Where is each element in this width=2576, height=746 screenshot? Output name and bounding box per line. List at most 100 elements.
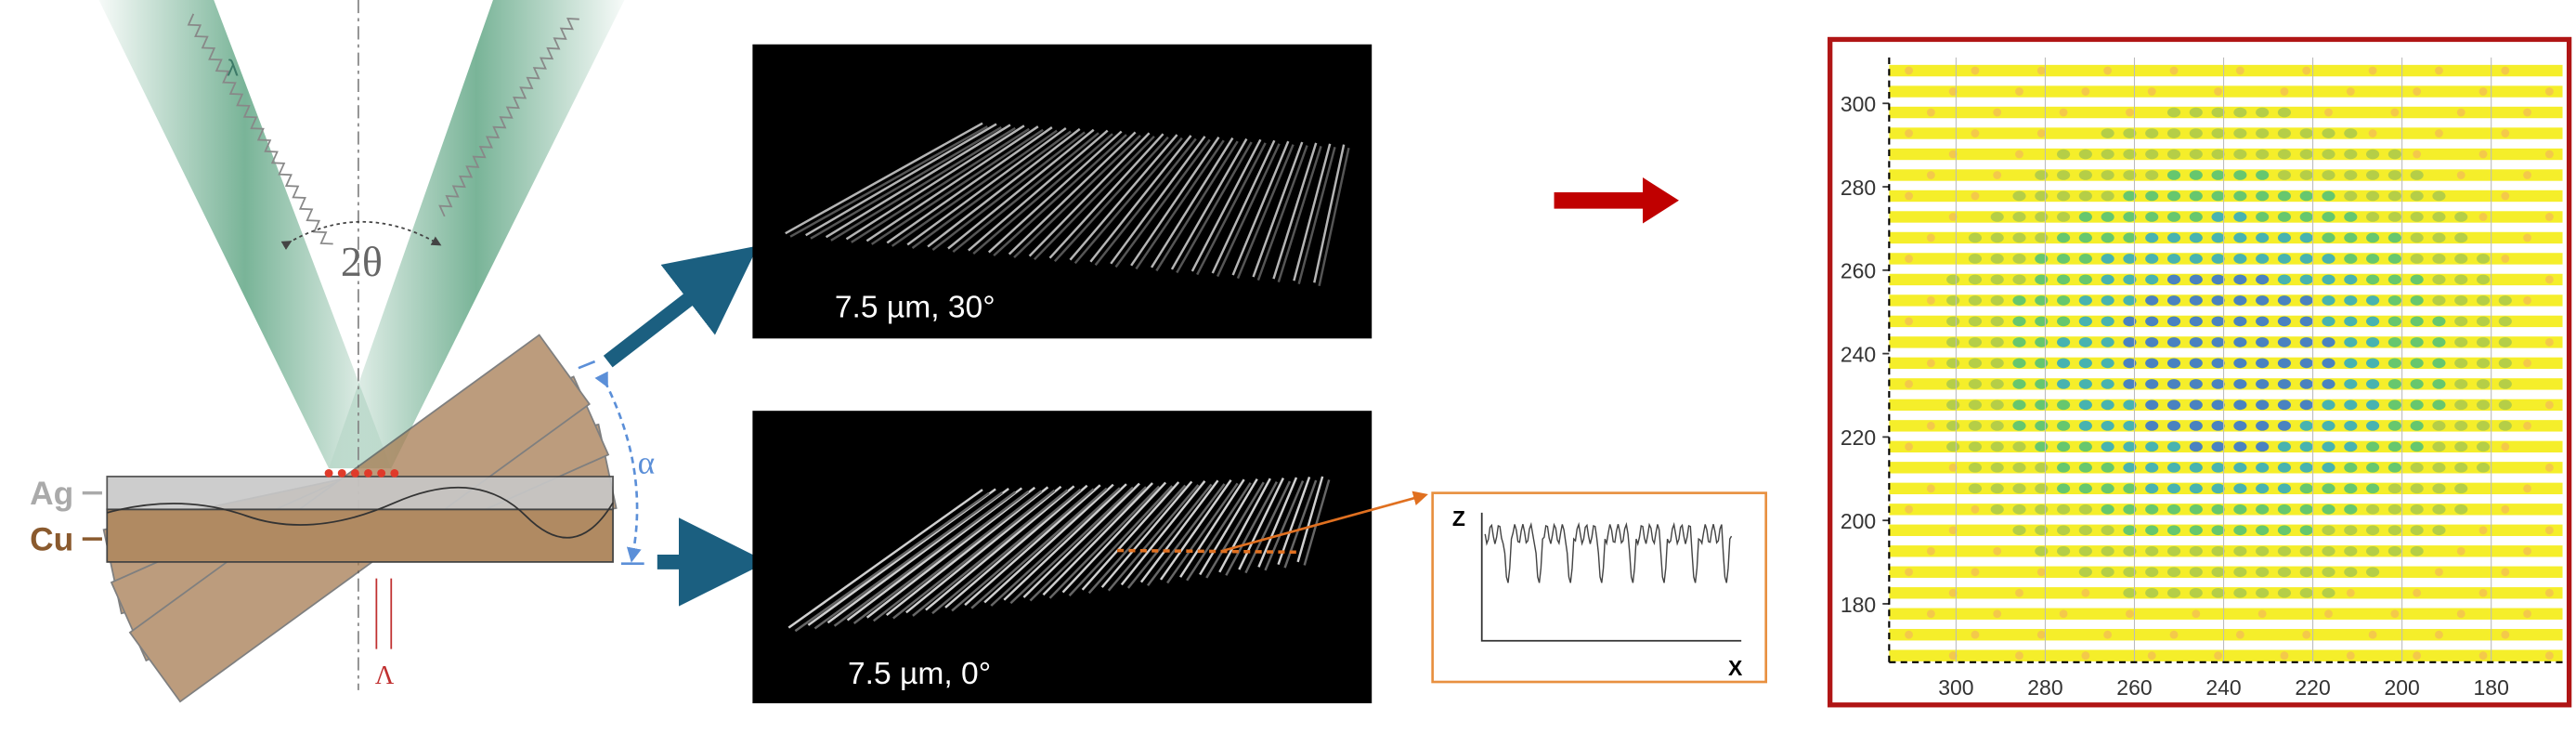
spot (2101, 128, 2114, 138)
spot (2166, 232, 2181, 243)
spot (1968, 399, 1983, 411)
spot (2012, 254, 2026, 264)
spot (2211, 254, 2225, 264)
spot (2145, 212, 2159, 222)
spot (2057, 525, 2071, 536)
y-tick-label: 220 (1841, 425, 1876, 450)
spot (2189, 254, 2203, 264)
spot (1905, 504, 1913, 514)
spot (1905, 66, 1913, 75)
spot (2256, 190, 2270, 202)
spot (2322, 379, 2335, 389)
spot (2366, 232, 2380, 243)
spot (2544, 400, 2554, 410)
beam (329, 0, 625, 469)
spot (2211, 190, 2225, 202)
spot (2478, 87, 2488, 96)
spot (2235, 630, 2244, 639)
spot (2344, 149, 2358, 160)
spot (2344, 441, 2358, 452)
ridge (931, 131, 1086, 251)
ridge (1081, 481, 1180, 591)
spot (2101, 358, 2114, 369)
stripe (1889, 629, 2563, 641)
spot (2166, 170, 2181, 180)
spot (2299, 190, 2313, 202)
spot (2476, 358, 2491, 369)
spot (2544, 337, 2554, 347)
spot (2322, 337, 2335, 347)
ridge (1159, 479, 1232, 581)
ridge (1114, 138, 1211, 268)
spot (2123, 337, 2137, 347)
spot (2299, 504, 2313, 515)
y-tick-label: 180 (1841, 593, 1876, 617)
spot (2344, 483, 2358, 494)
spot (2057, 545, 2071, 556)
spot (2123, 316, 2137, 327)
spot (2012, 295, 2026, 306)
spot (2344, 170, 2358, 180)
ridge (947, 128, 1095, 250)
spot (2145, 545, 2159, 556)
spot (2256, 567, 2270, 578)
ridge (852, 490, 1030, 625)
spot (2366, 170, 2380, 180)
spot (2322, 504, 2335, 515)
spot (2454, 358, 2468, 369)
spot (2454, 441, 2468, 452)
spot (2035, 190, 2049, 202)
spot (2101, 190, 2114, 202)
spot (2387, 190, 2401, 202)
ridge (931, 488, 1082, 615)
spot (2189, 421, 2203, 431)
ridge (1176, 141, 1253, 274)
spot (1905, 630, 1913, 639)
spot (2277, 441, 2292, 452)
ridge (1236, 144, 1295, 280)
ridge (1166, 482, 1239, 584)
spot (2454, 504, 2468, 515)
spot (1968, 295, 1983, 306)
spot (2123, 463, 2137, 473)
spot (2078, 254, 2092, 264)
pointer (1223, 491, 1428, 552)
spot (2189, 463, 2203, 473)
ridge (927, 127, 1081, 248)
spot (2189, 399, 2203, 411)
spot (2410, 232, 2424, 243)
spot (2302, 66, 2311, 75)
spot (2166, 441, 2181, 452)
spot (2299, 525, 2313, 536)
spot (2410, 545, 2424, 556)
spot (2410, 483, 2424, 494)
spot (2233, 358, 2247, 369)
spot (2256, 463, 2270, 473)
spot (2035, 316, 2049, 327)
spot (2211, 107, 2225, 118)
spot (2410, 254, 2424, 264)
spot (2368, 630, 2377, 639)
ridge (825, 124, 1011, 239)
ridge (1048, 485, 1161, 599)
ridge (1008, 131, 1137, 255)
spot (2456, 108, 2465, 117)
spot (2057, 274, 2071, 285)
spot (2322, 128, 2335, 138)
spot (2166, 587, 2181, 598)
spot (2410, 190, 2424, 202)
ridge (1130, 136, 1220, 267)
spot (2123, 232, 2137, 243)
spot (2366, 358, 2380, 369)
spot (1990, 358, 2004, 369)
spot (2366, 274, 2380, 285)
spot (2123, 254, 2137, 264)
spot (2344, 525, 2358, 536)
y-tick-label: 280 (1841, 176, 1876, 200)
spot (2012, 525, 2026, 536)
spot (1946, 274, 1960, 285)
map-frame (1828, 36, 2572, 708)
spot (2277, 358, 2292, 369)
spot (2012, 212, 2026, 222)
